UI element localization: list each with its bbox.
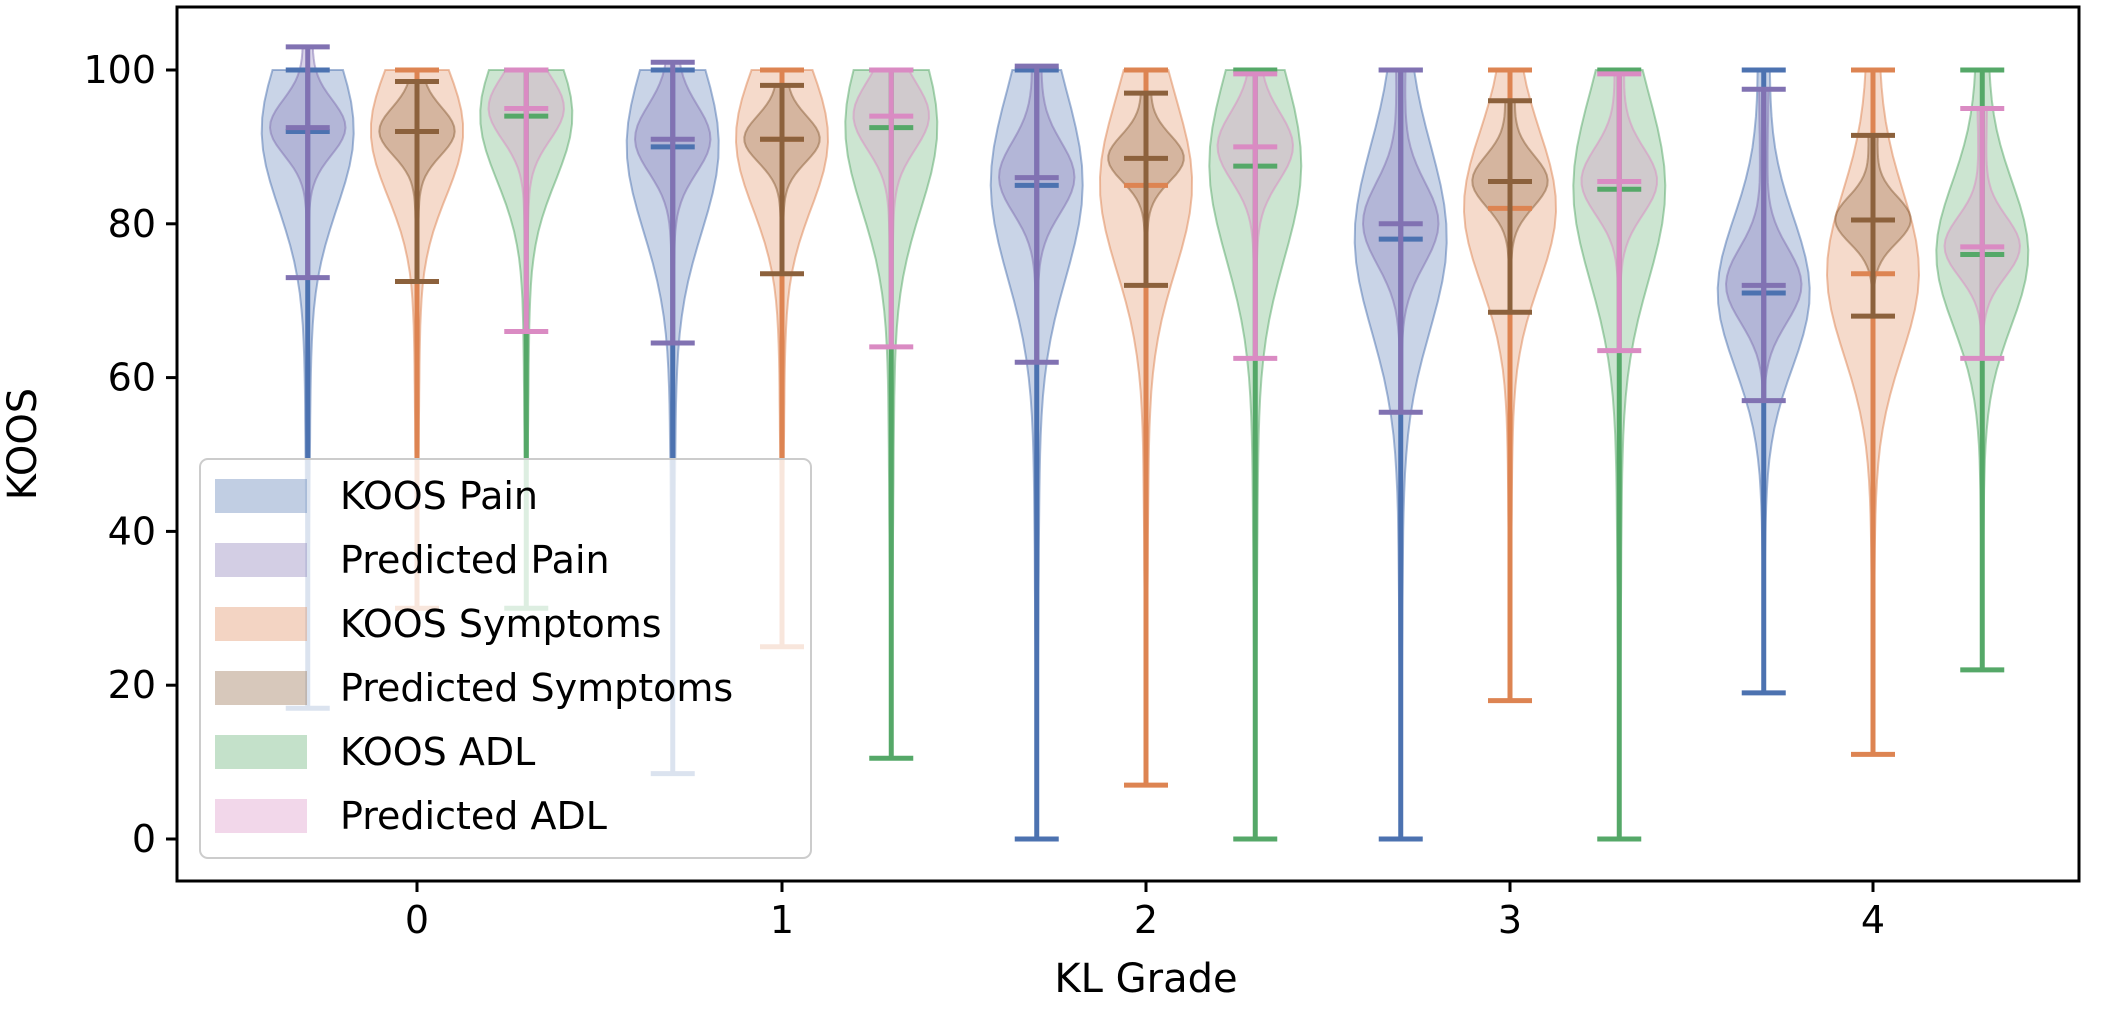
x-axis: 0 1 2 3 4 (405, 881, 1885, 942)
legend-label: Predicted Symptoms (340, 666, 733, 710)
y-tick-label: 20 (108, 663, 156, 707)
legend-label: KOOS Pain (340, 474, 538, 518)
legend: KOOS Pain Predicted Pain KOOS Symptoms Pred… (199, 458, 812, 859)
legend-swatch (215, 799, 307, 833)
y-tick-label: 0 (132, 817, 156, 861)
legend-swatch (215, 735, 307, 769)
legend-frame (199, 458, 812, 859)
y-tick-label: 80 (108, 202, 156, 246)
y-axis: 0 20 40 60 80 100 (83, 48, 177, 861)
legend-swatch (215, 671, 307, 705)
y-tick-label: 40 (108, 509, 156, 553)
legend-label: Predicted Pain (340, 538, 610, 582)
legend-label: KOOS ADL (340, 730, 535, 774)
plot-frame (175, 5, 2081, 883)
legend-label: Predicted ADL (340, 794, 607, 838)
legend-swatch (215, 607, 307, 641)
legend-swatch (215, 479, 307, 513)
y-tick-label: 60 (108, 356, 156, 400)
legend-swatch (215, 543, 307, 577)
x-axis-title: KL Grade (1054, 956, 1237, 1002)
x-tick-label: 4 (1861, 898, 1885, 942)
x-tick-label: 1 (770, 898, 794, 942)
x-tick-label: 3 (1498, 898, 1522, 942)
y-tick-label: 100 (83, 48, 156, 92)
legend-label: KOOS Symptoms (340, 602, 662, 646)
y-axis-title: KOOS (0, 388, 46, 500)
x-tick-label: 2 (1134, 898, 1158, 942)
x-tick-label: 0 (405, 898, 429, 942)
